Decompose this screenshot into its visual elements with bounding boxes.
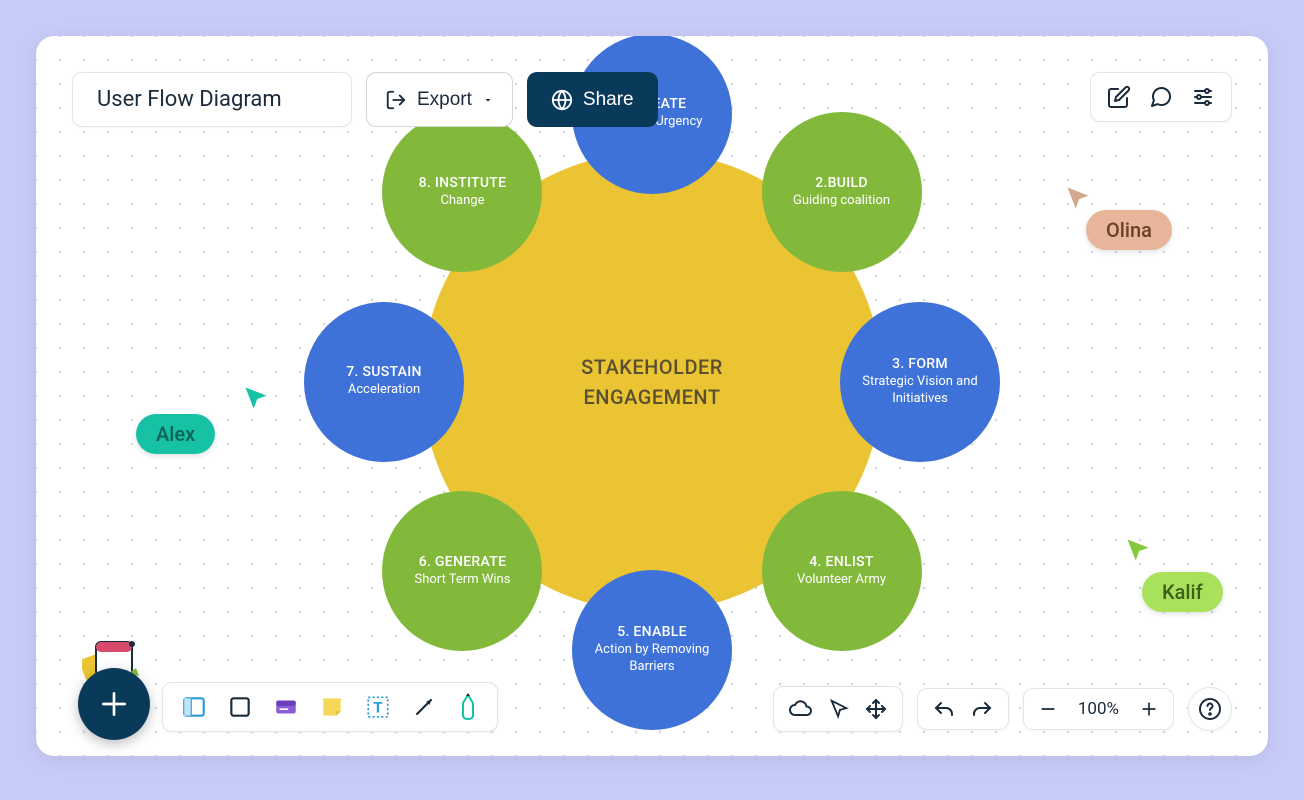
panel-tool[interactable]: [181, 694, 207, 720]
bottom-right-toolbar: 100%: [773, 686, 1232, 732]
text-tool[interactable]: T: [365, 694, 391, 720]
collab-cursor-arrow: [242, 384, 270, 416]
undo-button[interactable]: [932, 699, 956, 719]
export-label: Export: [417, 89, 472, 111]
zoom-group: 100%: [1023, 688, 1174, 730]
step-title: 8. INSTITUTE: [419, 175, 507, 191]
pan-button[interactable]: [864, 697, 888, 721]
zoom-in-button[interactable]: [1139, 699, 1159, 719]
radial-diagram[interactable]: STAKEHOLDERENGAGEMENT1. CREATESense of U…: [312, 42, 992, 722]
pointer-icon: [828, 698, 850, 720]
step-circle-4[interactable]: 4. ENLIST Volunteer Army: [762, 491, 922, 651]
help-button[interactable]: [1188, 687, 1232, 731]
step-title: 4. ENLIST: [809, 554, 873, 570]
undo-icon: [932, 699, 956, 719]
marker-icon: [457, 693, 479, 721]
chevron-down-icon: [482, 94, 494, 106]
move-icon: [864, 697, 888, 721]
step-circle-5[interactable]: 5. ENABLE Action by Removing Barriers: [572, 570, 732, 730]
cloud-icon: [788, 698, 814, 720]
top-toolbar: User Flow Diagram Export Share: [72, 72, 658, 127]
step-subtitle: Acceleration: [348, 382, 420, 398]
comment-button[interactable]: [1149, 85, 1173, 109]
step-circle-2[interactable]: 2.BUILD Guiding coalition: [762, 112, 922, 272]
redo-icon: [970, 699, 994, 719]
frame-tool[interactable]: [227, 694, 253, 720]
bottom-left-toolbar: T: [162, 682, 498, 732]
step-title: 6. GENERATE: [419, 554, 507, 570]
step-subtitle: Change: [440, 193, 484, 209]
export-button[interactable]: Export: [366, 72, 513, 127]
container-icon: [273, 694, 299, 720]
plus-icon: [98, 688, 130, 720]
collab-cursor-arrow: [1124, 536, 1152, 568]
center-label: STAKEHOLDERENGAGEMENT: [581, 352, 723, 412]
step-title: 7. SUSTAIN: [346, 364, 422, 380]
document-title[interactable]: User Flow Diagram: [72, 72, 352, 127]
collab-cursor-badge: Alex: [136, 414, 215, 454]
arrow-tool[interactable]: [411, 694, 437, 720]
share-label: Share: [583, 89, 634, 111]
redo-button[interactable]: [970, 699, 994, 719]
minus-icon: [1038, 699, 1058, 719]
step-title: 3. FORM: [892, 356, 948, 372]
step-subtitle: Action by Removing Barriers: [582, 642, 722, 675]
globe-icon: [551, 89, 573, 111]
frame-icon: [227, 694, 253, 720]
sliders-icon: [1191, 85, 1215, 109]
sticky-tool[interactable]: [319, 694, 345, 720]
pointer-button[interactable]: [828, 698, 850, 720]
settings-button[interactable]: [1191, 85, 1215, 109]
step-circle-3[interactable]: 3. FORM Strategic Vision and Initiatives: [840, 302, 1000, 462]
step-circle-8[interactable]: 8. INSTITUTE Change: [382, 112, 542, 272]
comment-icon: [1149, 85, 1173, 109]
add-button[interactable]: [78, 668, 150, 740]
zoom-level: 100%: [1072, 699, 1125, 719]
step-subtitle: Strategic Vision and Initiatives: [850, 374, 990, 407]
collab-cursor-badge: Olina: [1086, 210, 1172, 250]
step-subtitle: Short Term Wins: [415, 572, 511, 588]
export-icon: [385, 89, 407, 111]
step-subtitle: Guiding coalition: [793, 193, 890, 209]
edit-icon: [1107, 85, 1131, 109]
top-right-toolbar: [1090, 72, 1232, 122]
history-group: [917, 688, 1009, 730]
step-title: 2.BUILD: [815, 175, 868, 191]
arrow-icon: [411, 694, 437, 720]
text-icon: T: [365, 694, 391, 720]
step-circle-6[interactable]: 6. GENERATE Short Term Wins: [382, 491, 542, 651]
panel-icon: [181, 694, 207, 720]
marker-tool[interactable]: [457, 693, 479, 721]
step-title: 5. ENABLE: [617, 624, 687, 640]
share-button[interactable]: Share: [527, 72, 658, 127]
collab-cursor-arrow: [1064, 184, 1092, 216]
canvas-container: User Flow Diagram Export Share STAKEHOLD…: [36, 36, 1268, 756]
edit-button[interactable]: [1107, 85, 1131, 109]
container-tool[interactable]: [273, 694, 299, 720]
help-icon: [1198, 697, 1222, 721]
step-subtitle: Volunteer Army: [797, 572, 886, 588]
sticky-icon: [319, 694, 345, 720]
cloud-button[interactable]: [788, 698, 814, 720]
plus-icon: [1139, 699, 1159, 719]
nav-group: [773, 686, 903, 732]
collab-cursor-badge: Kalif: [1142, 572, 1223, 612]
svg-text:T: T: [373, 698, 383, 716]
step-circle-7[interactable]: 7. SUSTAIN Acceleration: [304, 302, 464, 462]
zoom-out-button[interactable]: [1038, 699, 1058, 719]
